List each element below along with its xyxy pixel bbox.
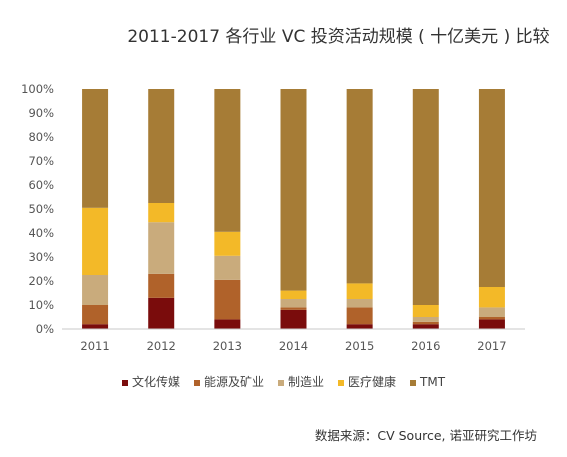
bar-segment (148, 203, 175, 223)
legend-item: 医疗健康 (338, 373, 396, 390)
y-tick-label: 90% (28, 106, 54, 120)
bar-segment (346, 89, 373, 284)
source-note: 数据来源：CV Source, 诺亚研究工作坊 (314, 428, 537, 443)
y-tick-label: 70% (28, 154, 54, 168)
bar-segment (214, 89, 241, 232)
y-tick-label: 50% (28, 202, 54, 216)
bar-segment (148, 297, 175, 329)
bar-segment (82, 305, 109, 325)
legend-item: 能源及矿业 (193, 373, 264, 390)
y-tick-label: 80% (28, 130, 54, 144)
legend-swatch (193, 379, 200, 386)
bar-segment (346, 307, 373, 325)
bar-segment (148, 89, 175, 203)
legend-swatch (121, 379, 128, 386)
legend-item: TMT (410, 375, 445, 389)
bar-segment (346, 299, 373, 308)
bar-segment (412, 321, 439, 325)
bar-segment (214, 255, 241, 280)
bar-segment (346, 324, 373, 329)
bar-segment (82, 89, 109, 208)
bar-segment (478, 317, 505, 320)
y-tick-label: 20% (28, 274, 54, 288)
bar-segment (478, 89, 505, 287)
y-tick-label: 60% (28, 178, 54, 192)
bar-segment (280, 299, 307, 308)
bar-segment (280, 307, 307, 310)
bar-segment (412, 324, 439, 329)
x-tick-label: 2011 (80, 339, 109, 353)
legend-swatch (277, 379, 284, 386)
legend-label: 能源及矿业 (203, 375, 264, 389)
bar-segment (148, 273, 175, 298)
legend-swatch (338, 379, 344, 386)
y-tick-label: 40% (28, 226, 54, 240)
legend-label: TMT (420, 375, 446, 389)
bar-segment (478, 307, 505, 317)
bar-segment (478, 319, 505, 329)
y-tick-label: 0% (36, 322, 54, 336)
y-tick-label: 30% (28, 250, 54, 264)
legend-item: 文化传媒 (121, 373, 180, 390)
x-tick-label: 2012 (147, 339, 176, 353)
x-axis-ticks: 2011 2012 2013 2014 2015 2016 2017 (80, 339, 506, 353)
legend: 文化传媒 能源及矿业 制造业 医疗健康 TMT (0, 373, 567, 390)
legend-label: 医疗健康 (348, 375, 397, 389)
x-tick-label: 2016 (411, 339, 440, 353)
bar-segment (82, 207, 109, 275)
bar-segment (214, 319, 241, 329)
bar-segment (412, 317, 439, 322)
legend-item: 制造业 (277, 373, 324, 390)
bar-segment (148, 222, 175, 274)
bar-segment (412, 89, 439, 305)
bar-segment (280, 290, 307, 299)
x-tick-label: 2014 (279, 339, 308, 353)
bar-segment (478, 287, 505, 308)
bar-segment (280, 309, 307, 329)
chart-title: 2011-2017 各行业 VC 投资活动规模 ( 十亿美元 ) 比较 (127, 27, 550, 47)
bar-segment (280, 89, 307, 291)
bar-segment (412, 305, 439, 317)
legend-swatch (410, 379, 417, 386)
x-tick-label: 2015 (345, 339, 374, 353)
x-tick-label: 2017 (477, 339, 506, 353)
bar-segment (82, 275, 109, 305)
legend-label: 文化传媒 (131, 375, 180, 389)
y-axis-ticks: 0% 10% 20% 30% 40% 50% 60% 70% 80% 90% 100% (21, 82, 54, 336)
y-tick-label: 10% (28, 298, 54, 312)
x-tick-label: 2013 (213, 339, 242, 353)
bar-segment (82, 324, 109, 329)
y-tick-label: 100% (21, 82, 54, 96)
legend-label: 制造业 (287, 375, 324, 389)
bar-segment (214, 279, 241, 320)
bars (82, 89, 505, 329)
bar-segment (346, 283, 373, 299)
bar-segment (214, 231, 241, 256)
